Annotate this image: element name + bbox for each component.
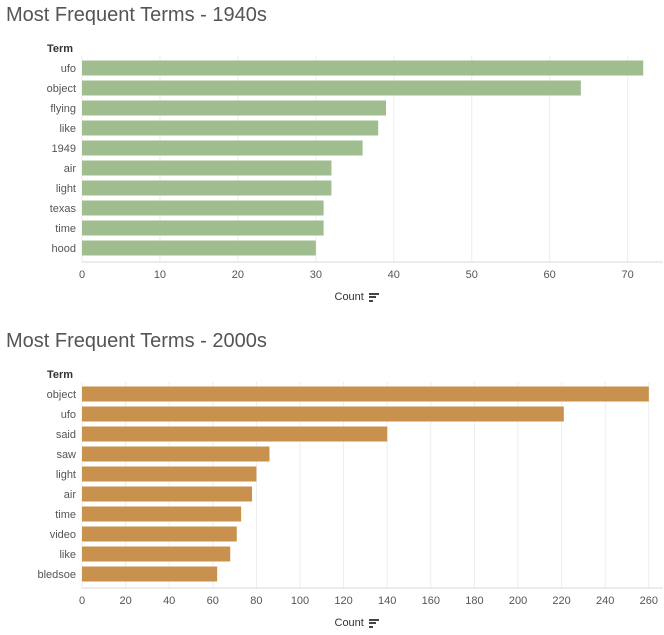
category-label: said	[56, 429, 76, 441]
x-axis-label: Count	[334, 617, 364, 629]
tick-label: 180	[465, 595, 483, 607]
tick-label: 160	[422, 595, 440, 607]
bar[interactable]	[82, 220, 324, 236]
category-label: like	[59, 549, 76, 561]
tick-label: 240	[596, 595, 614, 607]
x-axis-label-wrap[interactable]: Count	[335, 291, 379, 303]
bar[interactable]	[82, 60, 644, 76]
tick-label: 20	[232, 269, 244, 281]
bar[interactable]	[82, 546, 231, 562]
tick-label: 30	[310, 269, 322, 281]
category-label: object	[47, 83, 76, 95]
tick-label: 60	[207, 595, 219, 607]
tick-label: 140	[378, 595, 396, 607]
tick-label: 220	[552, 595, 570, 607]
bar[interactable]	[82, 506, 242, 522]
x-axis-label-wrap[interactable]: Count	[335, 617, 379, 629]
chart-panel-1940s: Most Frequent Terms - 1940s Term ufo obje…	[0, 0, 664, 310]
bar[interactable]	[82, 446, 270, 462]
bar[interactable]	[82, 100, 386, 116]
bar[interactable]	[82, 466, 257, 482]
category-label: object	[47, 389, 76, 401]
tick-label: 50	[466, 269, 478, 281]
category-label: light	[56, 469, 76, 481]
category-label: ufo	[61, 409, 76, 421]
tick-label: 0	[79, 269, 85, 281]
bar[interactable]	[82, 200, 324, 216]
category-label: video	[50, 529, 76, 541]
category-label: bledsoe	[37, 569, 76, 581]
category-label: air	[64, 163, 77, 175]
category-label: saw	[56, 449, 76, 461]
category-label: hood	[52, 243, 76, 255]
x-axis-label: Count	[334, 291, 364, 303]
bar-chart-2000s: object ufo said saw light air time video like ble…	[37, 382, 663, 607]
bar[interactable]	[82, 486, 253, 502]
tick-label: 0	[79, 595, 85, 607]
chart-title: Most Frequent Terms - 2000s	[6, 330, 267, 352]
tick-label: 10	[154, 269, 166, 281]
tick-label: 80	[250, 595, 262, 607]
tick-label: 20	[119, 595, 131, 607]
bar[interactable]	[82, 566, 218, 582]
bar[interactable]	[82, 120, 379, 136]
tick-label: 40	[163, 595, 175, 607]
category-label: light	[56, 183, 76, 195]
category-label: ufo	[61, 63, 76, 75]
chart-panel-2000s: Most Frequent Terms - 2000s Term object u…	[0, 326, 664, 635]
bar[interactable]	[82, 80, 581, 96]
category-label: time	[55, 223, 76, 235]
bar[interactable]	[82, 406, 564, 422]
category-label: 1949	[52, 143, 76, 155]
tick-label: 120	[334, 595, 352, 607]
chart-title: Most Frequent Terms - 1940s	[6, 4, 267, 26]
category-label: flying	[50, 103, 76, 115]
tick-label: 200	[509, 595, 527, 607]
category-label: time	[55, 509, 76, 521]
category-label: like	[59, 123, 76, 135]
bar[interactable]	[82, 160, 332, 176]
bar-chart-1940s: ufo object flying like 1949 air light texas time…	[47, 56, 663, 281]
tick-label: 260	[640, 595, 658, 607]
sort-descending-icon[interactable]	[368, 292, 379, 302]
y-axis-header[interactable]: Term	[47, 43, 74, 55]
category-label: texas	[50, 203, 77, 215]
bar[interactable]	[82, 180, 332, 196]
bar[interactable]	[82, 240, 316, 256]
bar[interactable]	[82, 386, 649, 402]
bar[interactable]	[82, 526, 237, 542]
tick-label: 40	[388, 269, 400, 281]
tick-label: 100	[291, 595, 309, 607]
sort-descending-icon[interactable]	[368, 618, 379, 628]
category-label: air	[64, 489, 77, 501]
tick-label: 70	[621, 269, 633, 281]
y-axis-header[interactable]: Term	[47, 369, 74, 381]
bar[interactable]	[82, 140, 363, 156]
bar[interactable]	[82, 426, 388, 442]
tick-label: 60	[544, 269, 556, 281]
